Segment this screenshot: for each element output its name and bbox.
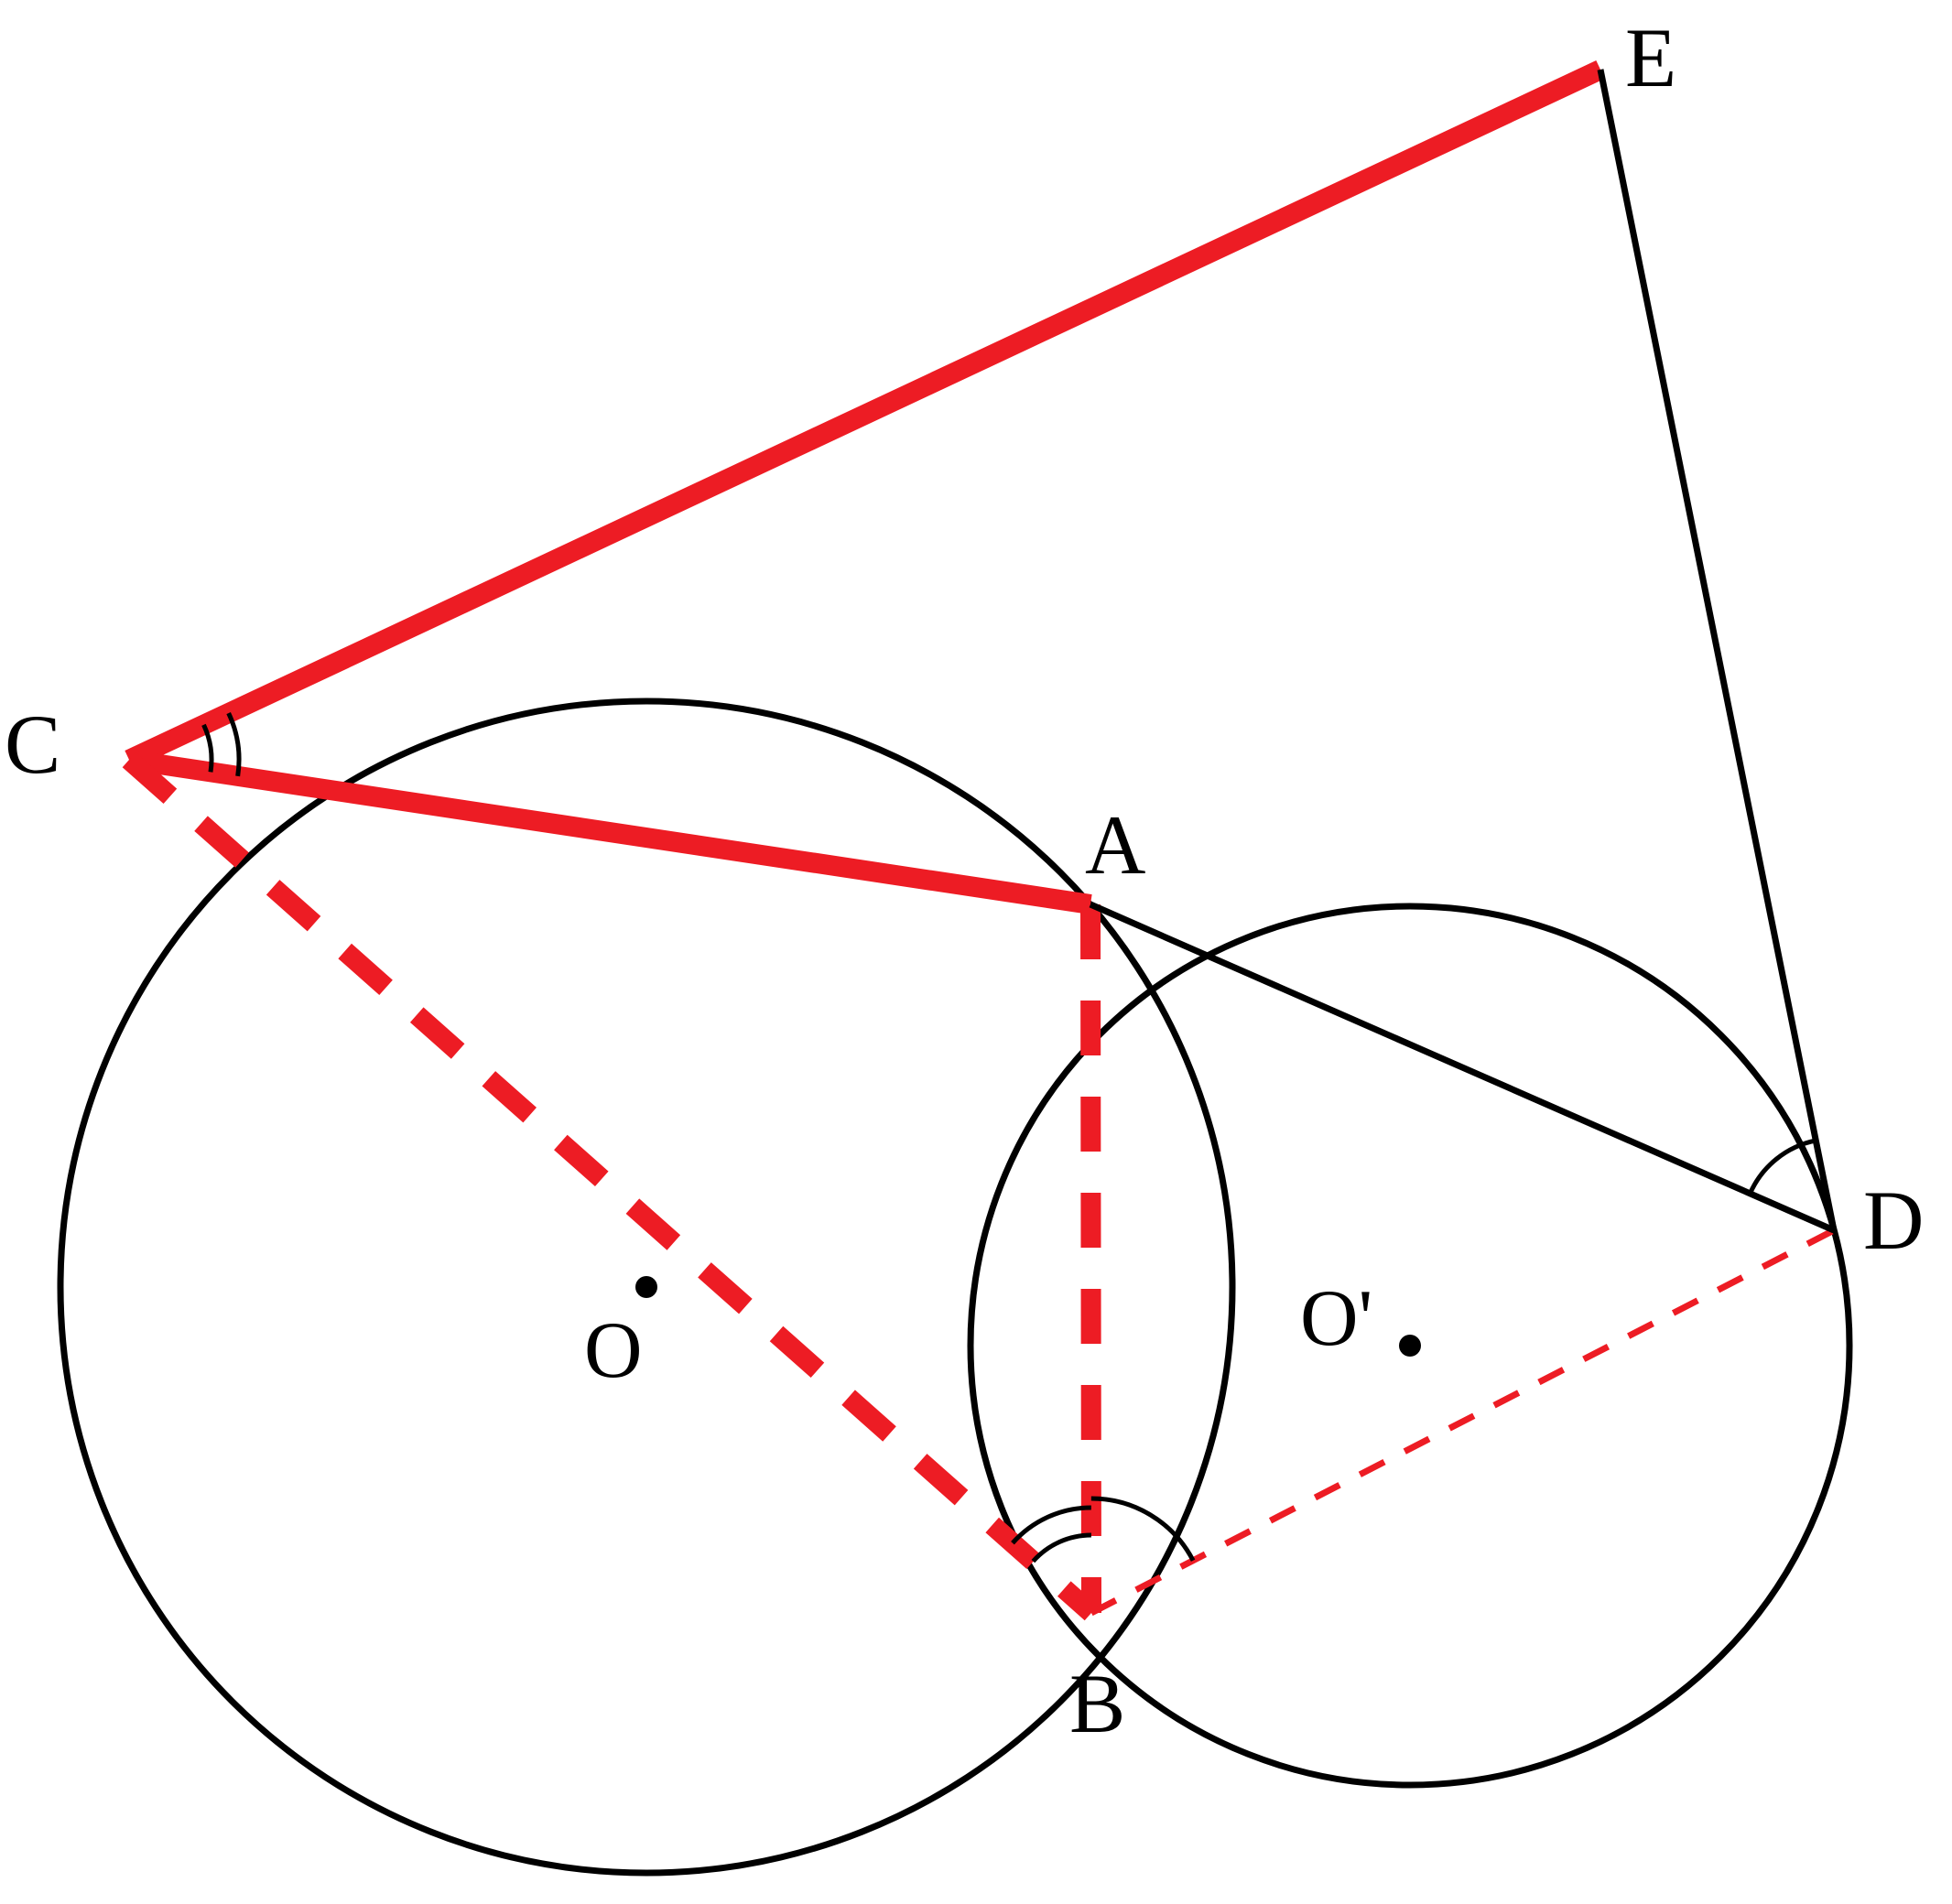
line-B-D	[1091, 1230, 1834, 1613]
line-D-E	[1600, 70, 1834, 1230]
label-O: O	[584, 1304, 643, 1397]
label-O_prime: O'	[1300, 1272, 1372, 1365]
label-A: A	[1085, 796, 1145, 893]
label-E: E	[1625, 9, 1676, 106]
center-dot-O	[635, 1276, 657, 1298]
label-D: D	[1863, 1172, 1924, 1269]
line-C-E	[129, 70, 1600, 760]
center-dot-O_prime	[1399, 1335, 1421, 1357]
line-A-D	[1090, 904, 1834, 1230]
angle-arc-B	[1033, 1535, 1090, 1562]
label-C: C	[5, 696, 60, 793]
label-B: B	[1069, 1655, 1125, 1752]
geometry-diagram	[0, 0, 1952, 1904]
